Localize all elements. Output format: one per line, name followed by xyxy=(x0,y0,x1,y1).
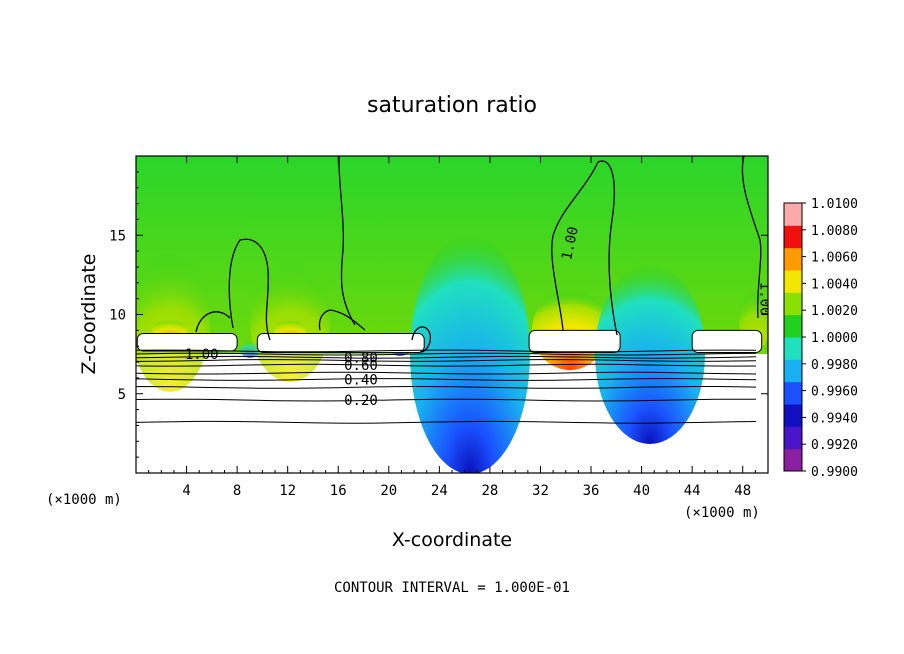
x-tick-label: 20 xyxy=(380,483,397,499)
x-tick-label: 36 xyxy=(583,483,600,499)
contour-label: 1.00 xyxy=(559,225,582,261)
colorbar-swatch xyxy=(784,247,802,271)
x-tick-label: 28 xyxy=(481,483,498,499)
colorbar-swatch xyxy=(784,404,802,427)
colorbar-swatch xyxy=(784,203,802,226)
contour-line xyxy=(136,352,757,356)
x-tick-label: 48 xyxy=(734,483,751,499)
contour-label: 0.60 xyxy=(344,358,378,374)
colorbar-swatch xyxy=(784,292,802,316)
colorbar-label: 1.0000 xyxy=(811,331,858,346)
contour-line xyxy=(136,355,757,359)
contour-1-00 xyxy=(551,160,618,336)
colorbar-swatch xyxy=(784,337,802,360)
x-tick-label: 8 xyxy=(233,483,241,499)
x-tick-label: 44 xyxy=(684,483,701,499)
colorbar-swatch xyxy=(784,426,802,450)
cloud-region xyxy=(256,333,425,354)
contour-label: 0.40 xyxy=(344,372,378,388)
contour-lines-upper xyxy=(195,156,762,353)
cool-patch xyxy=(595,264,705,444)
cloud-region xyxy=(136,333,238,352)
x-unit-note-right: (×1000 m) xyxy=(684,505,760,521)
contour-label: 0.80 xyxy=(344,350,378,366)
colorbar-label: 1.0020 xyxy=(811,304,858,319)
y-tick-label: 10 xyxy=(109,308,126,324)
contour-label: 1.00 xyxy=(756,282,772,316)
y-axis-ticks: 5 10 15 xyxy=(109,171,768,458)
chart-title: saturation ratio xyxy=(367,93,537,118)
colorbar-swatch xyxy=(784,448,802,472)
cloud-regions xyxy=(136,329,763,354)
colorbar-label: 1.0040 xyxy=(811,277,858,292)
contour-1-00 xyxy=(228,238,271,341)
colorbar-label: 1.0100 xyxy=(811,197,858,212)
colorbar-label: 1.0080 xyxy=(811,224,858,239)
contour-line xyxy=(136,359,757,362)
colorbar-swatch xyxy=(784,225,802,249)
x-tick-label: 12 xyxy=(279,483,296,499)
colorbar-label: 0.9940 xyxy=(811,411,858,426)
contour-lines-lower xyxy=(136,349,757,424)
contour-label: 0.20 xyxy=(344,393,378,409)
x-tick-label: 24 xyxy=(431,483,448,499)
contour-labels: 1.00 1.00 1.00 0.800.600.40 0.20 xyxy=(185,225,772,409)
contour-label: 1.00 xyxy=(185,347,219,363)
colorbar-label: 0.9900 xyxy=(811,465,858,480)
contour-1-00 xyxy=(195,311,231,333)
x-tick-label: 16 xyxy=(330,483,347,499)
x-axis-label: X-coordinate xyxy=(392,529,512,551)
y-tick-label: 15 xyxy=(109,228,126,244)
x-tick-label: 32 xyxy=(532,483,549,499)
x-tick-label: 4 xyxy=(182,483,190,499)
colorbar-label: 1.0060 xyxy=(811,251,858,266)
contour-line xyxy=(136,398,756,402)
x-axis-ticks: 4 8 12 16 20 24 28 32 36 40 44 48 xyxy=(148,156,756,499)
saturation-field: 1.00 1.00 1.00 0.800.600.40 0.20 xyxy=(136,156,772,473)
cloud-region xyxy=(691,329,763,354)
y-axis-label: Z-coordinate xyxy=(78,254,100,375)
y-tick-label: 5 xyxy=(118,387,126,403)
contour-1-00 xyxy=(741,156,762,319)
colorbar-label: 0.9920 xyxy=(811,438,858,453)
contour-1-00 xyxy=(411,326,432,353)
contour-line xyxy=(136,378,757,381)
contour-line xyxy=(136,349,757,353)
x-tick-label: 40 xyxy=(633,483,650,499)
colorbar-swatch xyxy=(784,270,802,293)
contour-1-00 xyxy=(318,309,366,331)
cloud-region xyxy=(528,329,621,354)
colorbar-swatch xyxy=(784,314,802,338)
colorbar-label: 0.9960 xyxy=(811,385,858,400)
contour-line xyxy=(136,420,757,424)
x-unit-note-left: (×1000 m) xyxy=(46,492,122,508)
colorbar-swatch xyxy=(784,359,802,383)
colorbar-label: 0.9980 xyxy=(811,358,858,373)
contour-interval-note: CONTOUR INTERVAL = 1.000E-01 xyxy=(334,580,570,596)
colorbar-swatch xyxy=(784,381,802,405)
colorbar: 1.0100 1.0080 1.0060 1.0040 1.0020 1.0000 0.99… xyxy=(783,197,858,480)
contour-1-00 xyxy=(338,156,356,326)
contour-line xyxy=(136,363,757,367)
contour-line xyxy=(136,385,757,389)
contour-line xyxy=(136,371,757,375)
